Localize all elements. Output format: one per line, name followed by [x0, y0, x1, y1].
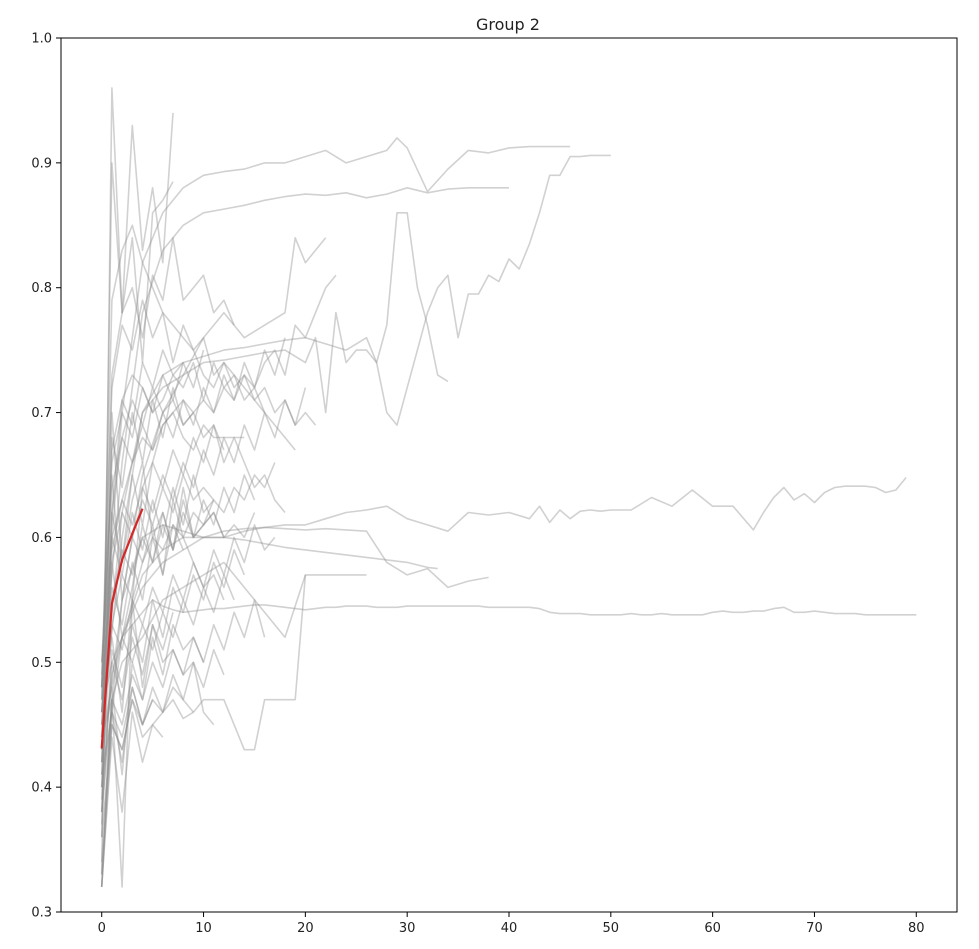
series-line-4 — [100, 154, 611, 725]
series-line-5 — [100, 526, 489, 788]
y-tick-label: 0.5 — [31, 656, 52, 671]
series-line-25 — [100, 686, 195, 775]
plot-lines — [100, 87, 917, 888]
series-line-41 — [100, 337, 286, 688]
x-tick-label: 10 — [195, 921, 212, 936]
series-line-8 — [100, 237, 327, 813]
series-line-10 — [100, 574, 307, 888]
series-line-17 — [100, 474, 225, 663]
series-line-26 — [100, 462, 276, 713]
series-line-32 — [100, 599, 266, 863]
series-line-42 — [100, 648, 225, 838]
y-tick-label: 0.6 — [31, 531, 52, 546]
series-line-23 — [100, 499, 225, 800]
series-line-13 — [100, 361, 266, 763]
y-tick-label: 0.9 — [31, 156, 52, 171]
series-line-21 — [100, 274, 337, 750]
x-tick-label: 40 — [501, 921, 518, 936]
series-line-35 — [100, 612, 174, 813]
series-line-39 — [100, 474, 256, 738]
series-line-33 — [100, 524, 184, 763]
y-tick-label: 0.7 — [31, 406, 52, 421]
series-line-20 — [100, 224, 296, 700]
chart-title: Group 2 — [476, 15, 540, 34]
y-tick-label: 0.4 — [31, 781, 52, 796]
series-line-14 — [100, 411, 256, 838]
series-line-15 — [100, 411, 245, 888]
y-axis-ticks: 0.3 0.4 0.5 0.6 0.7 0.8 0.9 1.0 — [31, 32, 61, 921]
series-line-3 — [100, 187, 509, 688]
series-line-19 — [100, 386, 286, 813]
series-line-2 — [100, 137, 571, 663]
series-line-16 — [100, 237, 235, 688]
series-line-44 — [100, 524, 276, 775]
series-line-31 — [100, 349, 205, 675]
x-tick-label: 20 — [297, 921, 314, 936]
series-line-34 — [100, 387, 307, 713]
x-tick-label: 70 — [806, 921, 823, 936]
y-tick-label: 1.0 — [31, 32, 52, 47]
series-line-27 — [100, 711, 164, 888]
series-line-38 — [100, 574, 235, 788]
x-tick-label: 30 — [399, 921, 416, 936]
plot-frame — [60, 37, 958, 913]
series-line-0 — [100, 599, 917, 713]
x-axis-ticks: 0 10 20 30 40 50 60 70 80 — [98, 912, 925, 936]
series-line-22 — [100, 623, 205, 888]
highlight-series-line — [100, 508, 144, 749]
series-line-6 — [100, 524, 438, 763]
y-tick-label: 0.8 — [31, 281, 52, 296]
series-line-36 — [100, 474, 215, 750]
series-line-28 — [100, 299, 317, 688]
series-line-18 — [100, 599, 215, 726]
x-tick-label: 80 — [908, 921, 925, 936]
series-line-12 — [100, 112, 174, 788]
x-tick-label: 50 — [603, 921, 620, 936]
series-line-7 — [100, 212, 449, 713]
series-line-11 — [100, 87, 174, 875]
series-line-1 — [100, 476, 907, 738]
series-line-24 — [100, 349, 184, 738]
series-line-9 — [100, 561, 367, 738]
series-line-37 — [100, 386, 195, 700]
series-line-29 — [100, 549, 246, 825]
x-tick-label: 0 — [98, 921, 106, 936]
x-tick-label: 60 — [704, 921, 721, 936]
y-tick-label: 0.3 — [31, 906, 52, 921]
series-line-40 — [100, 686, 154, 875]
